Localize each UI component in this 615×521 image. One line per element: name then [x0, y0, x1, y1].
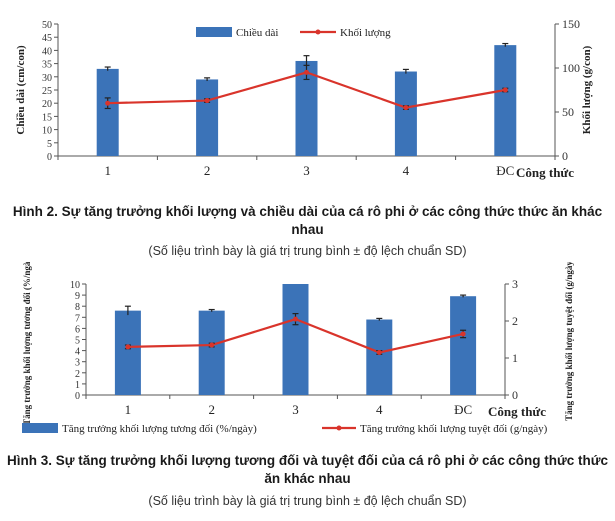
- line-point: [460, 331, 466, 337]
- legend-bar-label: Tăng trưởng khối lượng tương đối (%/ngày…: [62, 423, 257, 435]
- legend-bar-label: Chiều dài: [236, 27, 278, 39]
- x-tick-label: ĐC: [496, 163, 514, 178]
- x-axis-label: Công thức: [516, 165, 574, 180]
- line-point: [209, 342, 215, 348]
- right-axis-tick-label: 0: [512, 388, 518, 402]
- right-axis-tick-label: 1: [512, 351, 518, 365]
- left-axis-tick-label: 6: [75, 324, 80, 335]
- left-axis-tick-label: 9: [75, 291, 80, 302]
- left-axis-tick-label: 0: [75, 391, 80, 402]
- x-tick-label: 3: [292, 402, 299, 417]
- x-tick-label: 1: [125, 402, 132, 417]
- left-axis-label: Chiều dài (cm/con): [15, 45, 27, 135]
- figure3-caption-note: (Số liệu trình bày là giá trị trung bình…: [148, 494, 467, 508]
- line-point: [105, 100, 111, 106]
- legend-line-label: Tăng trưởng khối lượng tuyệt đối (g/ngày…: [360, 423, 548, 435]
- line-point: [376, 349, 382, 355]
- right-axis-tick-label: 150: [562, 17, 580, 31]
- bar: [494, 45, 517, 157]
- line-point: [502, 87, 508, 93]
- x-axis-label: Công thức: [488, 404, 546, 419]
- left-axis-tick-label: 5: [75, 336, 80, 347]
- bar: [282, 284, 309, 395]
- bar: [198, 310, 225, 395]
- left-axis-tick-label: 40: [42, 46, 52, 57]
- bar: [394, 71, 417, 156]
- left-axis-tick-label: 10: [42, 126, 52, 137]
- right-axis-label: Tăng trưởng khối lượng tuyệt đối (g/ngày…: [564, 262, 574, 421]
- x-tick-label: 4: [403, 163, 410, 178]
- left-axis-tick-label: 15: [42, 112, 52, 123]
- x-tick-label: ĐC: [454, 402, 472, 417]
- figure2-caption-title: Hình 2. Sự tăng trưởng khối lượng và chi…: [12, 204, 603, 237]
- line-point: [293, 316, 298, 322]
- right-axis-tick-label: 3: [512, 277, 518, 291]
- figure3-caption-title: Hình 3. Sự tăng trưởng khối lượng tương …: [6, 453, 609, 486]
- left-axis-tick-label: 50: [42, 20, 52, 31]
- x-tick-label: 2: [208, 402, 215, 417]
- left-axis-tick-label: 4: [75, 347, 80, 358]
- left-axis-tick-label: 5: [47, 139, 52, 150]
- left-axis-tick-label: 2: [75, 369, 80, 380]
- left-axis-tick-label: 10: [70, 280, 80, 291]
- bar: [114, 310, 141, 395]
- right-axis-label: Khối lượng (g/con): [581, 45, 593, 134]
- legend-line-label: Khối lượng: [340, 27, 391, 39]
- x-tick-label: 2: [204, 163, 211, 178]
- right-axis-tick-label: 50: [562, 105, 574, 119]
- left-axis-tick-label: 20: [42, 99, 52, 110]
- left-axis-tick-label: 25: [42, 86, 52, 97]
- bar: [295, 60, 318, 156]
- legend-line-marker: [336, 425, 342, 431]
- chart-growth-weight-length: 0 5 10 15 20 25 30 35 40 45 50 0 50 100 150 1 2 3 4 ĐC Công …: [15, 17, 593, 180]
- right-axis-tick-label: 2: [512, 314, 518, 328]
- line-point: [403, 105, 409, 111]
- x-tick-label: 3: [303, 163, 310, 178]
- legend-line-marker: [315, 29, 321, 35]
- left-axis-tick-label: 35: [42, 60, 52, 71]
- line-point: [304, 69, 309, 75]
- left-axis-tick-label: 0: [47, 152, 52, 163]
- right-axis-tick-label: 100: [562, 61, 580, 75]
- bar: [450, 296, 477, 395]
- x-tick-label: 4: [376, 402, 383, 417]
- bar: [196, 79, 219, 156]
- bar: [96, 68, 119, 156]
- line-point: [204, 98, 210, 104]
- bar: [366, 319, 393, 395]
- legend-bar-swatch: [22, 423, 58, 433]
- left-axis-tick-label: 7: [75, 313, 80, 324]
- left-axis-tick-label: 8: [75, 302, 80, 313]
- figure2-caption-note: (Số liệu trình bày là giá trị trung bình…: [148, 244, 467, 258]
- left-axis-tick-label: 30: [42, 73, 52, 84]
- left-axis-tick-label: 1: [75, 380, 80, 391]
- left-axis-label: Tăng trưởng khối lượng tương đối (%/ngày…: [22, 262, 32, 425]
- right-axis-tick-label: 0: [562, 149, 568, 163]
- left-axis-tick-label: 3: [75, 358, 80, 369]
- x-tick-label: 1: [104, 163, 111, 178]
- left-axis-tick-label: 45: [42, 33, 52, 44]
- line-point: [125, 344, 131, 350]
- legend-bar-swatch: [196, 27, 232, 37]
